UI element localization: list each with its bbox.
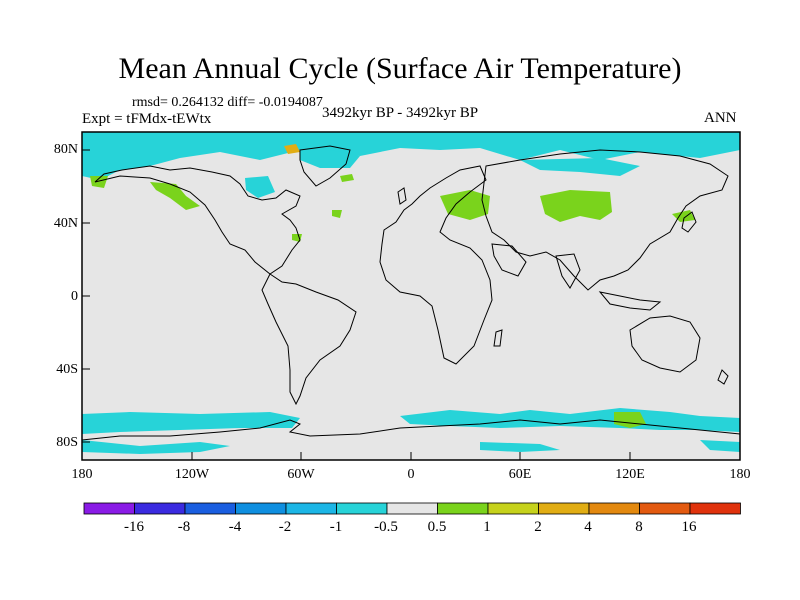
hudson-cyan (245, 176, 275, 198)
antarctica-coast (81, 419, 741, 441)
south-america-coast (261, 273, 357, 406)
europe-africa-coast (379, 165, 493, 365)
colorbar-label: 16 (681, 519, 697, 535)
madagascar-coast (493, 329, 503, 347)
colorbar-label: -2 (278, 519, 292, 535)
asia-coast (481, 149, 729, 291)
colorbar-label: 2 (534, 519, 542, 535)
greenland-coast (299, 145, 351, 187)
colorbar-label: 0.5 (427, 519, 447, 535)
lat-label-80s: 80S (56, 435, 78, 450)
season-label: ANN (704, 110, 737, 126)
lon-label-120w: 120W (174, 467, 210, 482)
colorbar-box (134, 502, 186, 515)
tick-marks (82, 149, 631, 460)
colorbar-box (285, 502, 337, 515)
colorbar-box (184, 502, 236, 515)
colorbar-label: -0.5 (374, 519, 398, 535)
colorbar-label: 8 (635, 519, 643, 535)
north-atlantic-cyan (300, 150, 360, 168)
japan-coast (681, 211, 697, 233)
colorbar-label: -1 (329, 519, 343, 535)
colorbar-box (386, 502, 438, 515)
negative-anomaly-shading (82, 132, 740, 454)
colorbar-label: -8 (177, 519, 191, 535)
lon-label-60w: 60W (287, 467, 315, 482)
coastlines (81, 145, 741, 441)
colorbar-box (487, 502, 539, 515)
colorbar-box (538, 502, 590, 515)
experiment-label: Expt = tFMdx-tEWtx (82, 111, 212, 127)
stats-text: rmsd= 0.264132 diff= -0.0194087 (132, 95, 323, 110)
colorbar-box (83, 502, 135, 515)
colorbar-label: 1 (483, 519, 491, 535)
colorbar-label: -4 (228, 519, 242, 535)
colorbar-box (235, 502, 287, 515)
lon-label-0: 0 (407, 467, 415, 482)
lat-label-40s: 40S (56, 362, 78, 377)
uk-coast (397, 187, 407, 205)
arabia-coast (491, 243, 527, 277)
lat-label-0: 0 (71, 289, 78, 304)
lat-label-40n: 40N (53, 216, 78, 231)
eurasia-green-west (440, 190, 490, 220)
map-background (82, 132, 740, 460)
antarctic-cyan-west (82, 412, 300, 434)
greenland-warm-spot (284, 144, 300, 154)
new-zealand-coast (717, 369, 729, 385)
colorbar-box (588, 502, 640, 515)
indonesia-coast (598, 291, 662, 311)
colorbar-label: -16 (124, 519, 144, 535)
colorbar-box (437, 502, 489, 515)
eurasia-green-central (540, 190, 612, 222)
colorbar (83, 502, 741, 515)
antarctic-cyan-far-east (700, 440, 740, 452)
alaska-green (90, 176, 108, 188)
india-coast (555, 253, 581, 289)
colorbar-label: 4 (584, 519, 592, 535)
siberia-cyan (520, 158, 640, 176)
map-title: Mean Annual Cycle (Surface Air Temperatu… (118, 52, 682, 85)
north-america-coast (94, 165, 301, 275)
positive-anomaly-shading (90, 174, 695, 428)
period-label: 3492kyr BP - 3492kyr BP (322, 105, 479, 121)
australia-coast (629, 315, 701, 373)
antarctic-cyan-south-east (480, 442, 560, 452)
lon-label-60e: 60E (508, 467, 532, 482)
lon-label-180e: 180 (729, 467, 751, 482)
colorbar-box (689, 502, 741, 515)
arctic-cyan-band-west (82, 132, 740, 180)
greenland-green (340, 174, 354, 182)
lat-label-80n: 80N (53, 142, 78, 157)
lon-label-180w: 180 (71, 467, 93, 482)
canada-green (150, 182, 200, 210)
lon-label-120e: 120E (615, 467, 645, 482)
colorbar-box (639, 502, 691, 515)
colorbar-box (336, 502, 388, 515)
antarctic-cyan-south (82, 440, 230, 454)
atlantic-green (332, 210, 342, 218)
